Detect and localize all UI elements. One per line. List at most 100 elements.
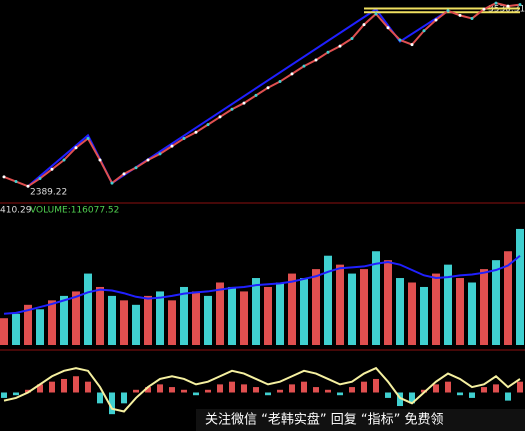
price-point: [506, 4, 510, 8]
price-point: [74, 146, 78, 150]
trend-line: [27, 7, 449, 188]
macd-bar: [493, 384, 499, 393]
volume-bar: [264, 286, 272, 345]
volume-bar: [0, 318, 8, 345]
price-point: [386, 26, 390, 30]
macd-bar: [145, 387, 151, 393]
macd-bar: [481, 387, 487, 393]
price-point: [290, 72, 294, 76]
price-point: [86, 136, 90, 140]
macd-bar: [277, 389, 283, 393]
volume-bar: [180, 286, 188, 345]
macd-bar: [97, 392, 103, 404]
price-point: [182, 136, 186, 140]
volume-bar: [504, 251, 512, 345]
volume-bar: [192, 291, 200, 345]
macd-bar: [229, 381, 235, 393]
price-point: [470, 16, 474, 20]
price-point: [350, 36, 354, 40]
volume-header: VOLUME:116077.52: [30, 206, 119, 216]
macd-bar: [13, 392, 19, 396]
volume-bar: [144, 295, 152, 345]
macd-bar: [289, 384, 295, 393]
macd-bar: [205, 389, 211, 393]
volume-bar: [336, 264, 344, 345]
volume-bar: [480, 269, 488, 345]
price-point: [38, 176, 42, 180]
volume-bar: [516, 228, 524, 345]
macd-bar: [109, 392, 115, 415]
high-label: 3530.31: [488, 5, 525, 15]
volume-bar: [60, 295, 68, 345]
volume-bar: [288, 273, 296, 345]
price-point: [266, 86, 270, 90]
price-point: [314, 58, 318, 62]
volume-bar: [360, 269, 368, 345]
macd-bar: [253, 387, 259, 393]
price-point: [362, 23, 366, 27]
price-point: [50, 167, 54, 171]
volume-bar: [84, 273, 92, 345]
price-point: [434, 18, 438, 22]
macd-bar: [421, 389, 427, 393]
watermark: 关注微信 “老韩实盘” 回复 “指标” 免费领: [205, 412, 443, 428]
price-point: [26, 184, 30, 188]
macd-bar: [121, 392, 127, 404]
macd-bar: [397, 392, 403, 407]
macd-bar: [169, 387, 175, 393]
price-point: [62, 158, 66, 162]
volume-bar: [384, 260, 392, 345]
macd-bar: [385, 392, 391, 398]
price-point: [122, 172, 126, 176]
volume-bar: [432, 273, 440, 345]
macd-bar: [133, 389, 139, 393]
price-point: [254, 93, 258, 97]
price-point: [302, 64, 306, 68]
macd-bar: [325, 389, 331, 393]
volume-bar: [456, 278, 464, 345]
price-line: [3, 2, 521, 188]
macd-bar: [61, 378, 67, 393]
price-point: [110, 181, 114, 185]
volume-bar: [216, 282, 224, 345]
volume-bar: [300, 278, 308, 345]
macd-bar: [193, 392, 199, 396]
macd-bar: [433, 384, 439, 393]
price-point: [494, 1, 498, 5]
macd-bar: [1, 392, 7, 398]
price-point: [422, 29, 426, 33]
macd-bar: [361, 381, 367, 393]
price-point: [374, 12, 378, 16]
price-point: [158, 152, 162, 156]
price-point: [194, 130, 198, 134]
price-point: [446, 9, 450, 13]
macd-bar: [157, 384, 163, 393]
volume-bar: [24, 304, 32, 345]
price-point: [206, 123, 210, 127]
macd-bar: [181, 389, 187, 393]
volume-ma: [3, 254, 521, 315]
price-point: [326, 50, 330, 54]
macd-bar: [505, 392, 511, 401]
volume-bar: [204, 295, 212, 345]
volume-bar: [96, 286, 104, 345]
macd-bar: [469, 392, 475, 398]
volume-bar: [492, 260, 500, 345]
volume-bar: [276, 282, 284, 345]
macd-bar: [457, 392, 463, 396]
price-point: [458, 13, 462, 17]
macd-bar: [373, 378, 379, 393]
price-point: [482, 7, 486, 11]
volume-bar: [132, 304, 140, 345]
volume-bar: [240, 291, 248, 345]
volume-bar: [252, 278, 260, 345]
volume-bar: [36, 309, 44, 345]
price-point: [410, 43, 414, 47]
volume-bar: [396, 278, 404, 345]
price-point: [398, 38, 402, 42]
volume-bar: [156, 291, 164, 345]
macd-bar: [265, 392, 271, 396]
macd-bar: [301, 381, 307, 393]
